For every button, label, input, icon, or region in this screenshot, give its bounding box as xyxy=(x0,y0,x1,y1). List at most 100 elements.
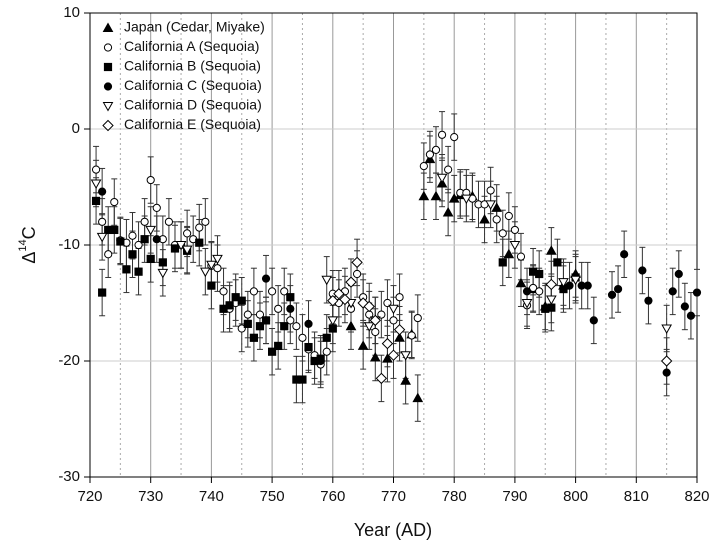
marker xyxy=(375,372,388,385)
marker xyxy=(243,310,252,319)
legend-marker xyxy=(102,119,114,132)
marker xyxy=(145,225,157,236)
marker xyxy=(498,229,507,238)
marker xyxy=(134,267,143,276)
marker xyxy=(357,340,369,350)
marker xyxy=(442,207,454,217)
marker xyxy=(430,190,442,201)
legend-label: California D (Sequoia) xyxy=(124,97,262,113)
marker xyxy=(553,258,562,267)
legend-label: Japan (Cedar, Miyake) xyxy=(124,19,265,35)
x-tick-label: 740 xyxy=(199,488,224,505)
y-axis-title: Δ14C xyxy=(17,226,39,263)
marker xyxy=(328,324,337,333)
marker xyxy=(152,203,161,212)
marker xyxy=(662,368,671,377)
marker xyxy=(485,200,496,210)
marker xyxy=(431,145,441,154)
marker xyxy=(491,202,503,212)
y-tick-label: -10 xyxy=(58,236,80,253)
marker xyxy=(140,235,149,244)
marker xyxy=(237,296,246,305)
marker xyxy=(583,281,592,290)
legend-marker xyxy=(103,82,113,91)
marker xyxy=(400,375,411,385)
marker xyxy=(206,260,217,271)
x-tick-label: 810 xyxy=(624,488,649,505)
marker xyxy=(460,194,472,205)
marker xyxy=(479,213,490,224)
marker xyxy=(558,278,569,288)
marker xyxy=(274,341,283,351)
marker xyxy=(255,322,265,331)
marker xyxy=(327,316,339,326)
marker xyxy=(547,303,556,312)
marker xyxy=(381,337,394,350)
marker xyxy=(91,165,101,174)
x-tick-label: 760 xyxy=(320,488,345,505)
marker xyxy=(327,294,339,307)
marker xyxy=(90,179,102,190)
marker xyxy=(268,287,277,296)
marker xyxy=(225,301,234,310)
marker xyxy=(419,162,428,171)
marker xyxy=(486,186,495,195)
marker xyxy=(492,215,501,224)
legend-marker xyxy=(102,102,114,112)
marker xyxy=(345,320,357,331)
marker xyxy=(96,232,108,243)
marker xyxy=(158,258,167,267)
y-tick-label: -30 xyxy=(58,468,80,485)
marker xyxy=(607,290,617,299)
marker xyxy=(418,190,430,201)
x-tick-label: 720 xyxy=(77,488,102,505)
marker xyxy=(261,316,271,325)
marker xyxy=(674,269,683,279)
marker xyxy=(268,347,277,356)
marker xyxy=(388,304,399,315)
marker xyxy=(322,333,331,342)
marker xyxy=(212,254,223,265)
marker xyxy=(146,175,155,185)
marker xyxy=(274,304,283,313)
marker xyxy=(424,153,436,164)
marker xyxy=(510,225,520,235)
marker xyxy=(407,331,416,340)
x-axis-title: Year (AD) xyxy=(354,520,432,540)
marker xyxy=(389,316,398,325)
marker xyxy=(345,299,357,309)
marker xyxy=(680,302,689,311)
marker xyxy=(237,324,246,333)
marker xyxy=(387,349,400,361)
marker xyxy=(146,254,155,264)
marker xyxy=(195,238,204,247)
x-tick-label: 780 xyxy=(442,488,467,505)
y-tick-label: -20 xyxy=(58,352,80,369)
marker xyxy=(339,293,351,306)
marker xyxy=(363,300,375,313)
marker xyxy=(503,248,515,259)
marker xyxy=(286,293,295,302)
legend-label: California A (Sequoia) xyxy=(124,38,259,54)
marker xyxy=(371,327,380,337)
marker xyxy=(668,287,677,296)
marker xyxy=(545,295,557,306)
marker xyxy=(450,133,459,142)
marker xyxy=(400,351,411,361)
marker xyxy=(140,217,149,226)
marker xyxy=(436,173,448,184)
marker xyxy=(175,241,187,251)
marker xyxy=(280,287,289,296)
marker xyxy=(164,217,174,226)
marker xyxy=(122,265,131,274)
marker xyxy=(152,235,161,244)
marker xyxy=(333,288,345,300)
marker xyxy=(516,252,526,261)
marker xyxy=(686,311,696,320)
marker xyxy=(249,287,258,296)
legend-marker xyxy=(103,62,113,72)
legend-marker xyxy=(102,22,114,32)
marker xyxy=(382,353,393,363)
x-tick-label: 820 xyxy=(684,488,709,505)
marker xyxy=(589,316,598,325)
